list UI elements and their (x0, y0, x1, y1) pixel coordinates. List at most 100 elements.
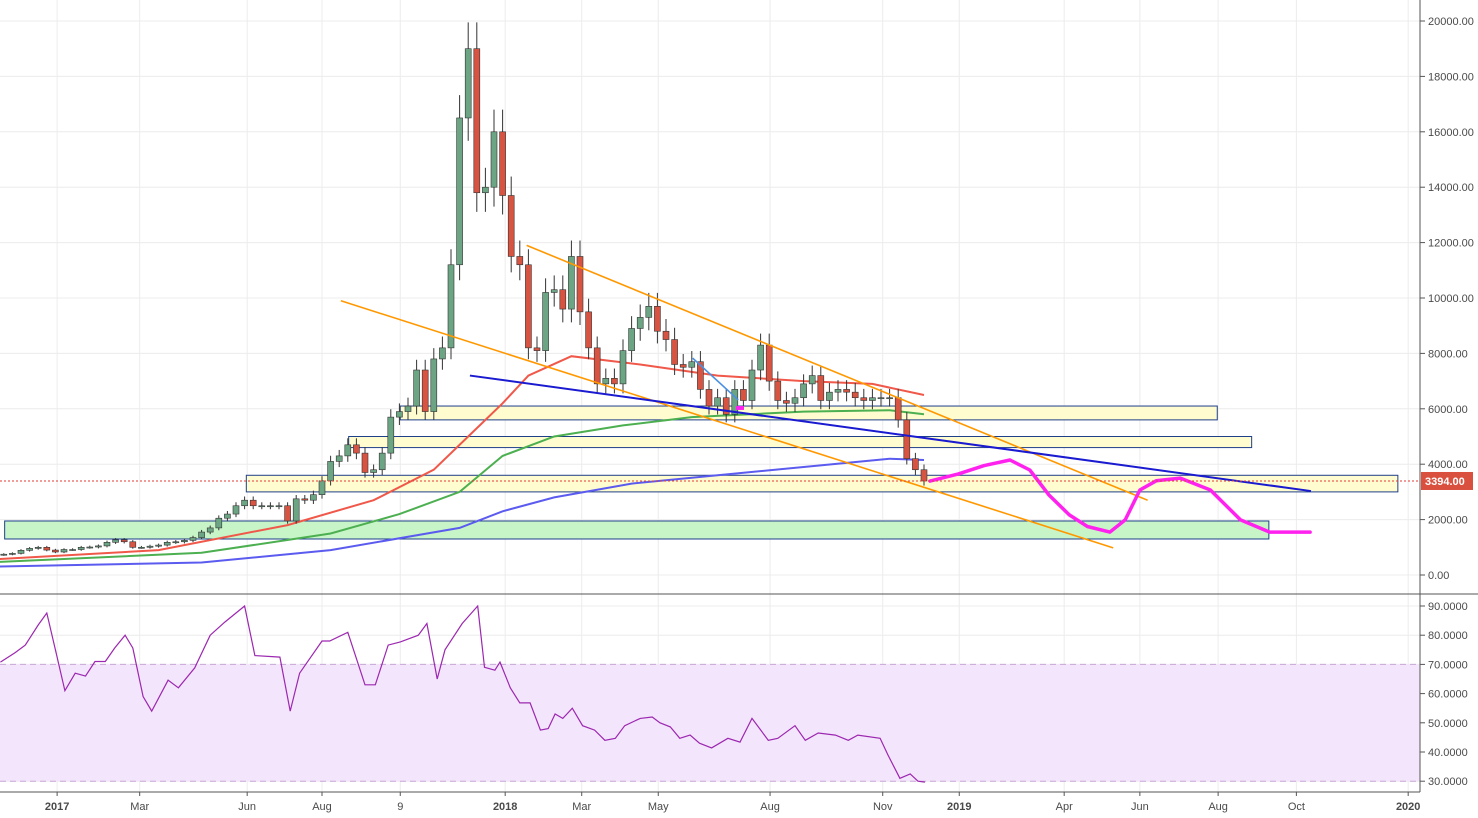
time-tick-label: Mar (572, 801, 591, 813)
candle-down (654, 306, 661, 332)
candle-down (783, 400, 790, 404)
candle-down (559, 289, 567, 310)
candle-up (378, 452, 386, 471)
rsi-tick-label: 70.0000 (1428, 659, 1468, 671)
candle-up (791, 397, 799, 404)
candle-down (679, 364, 687, 368)
candle-down (249, 499, 257, 507)
time-tick-label: 2019 (947, 801, 971, 813)
rsi-tick-label: 30.0000 (1428, 776, 1468, 788)
candle-up (800, 383, 807, 399)
candle-down (903, 419, 911, 459)
candle-up (456, 117, 463, 266)
candle-up (404, 405, 412, 412)
zone-yellow-4800 (348, 436, 1253, 449)
candle-up (568, 256, 575, 310)
candle-up (877, 397, 885, 400)
rsi-tick-label: 60.0000 (1428, 689, 1468, 701)
ma-blue (0, 457, 925, 568)
candle-up (34, 546, 42, 549)
candle-up (181, 540, 188, 543)
candle-up (138, 546, 145, 549)
candle-up (731, 389, 739, 415)
candle-up (482, 186, 489, 194)
candle-down (43, 546, 51, 551)
price-tick-label: 16000.00 (1428, 127, 1474, 139)
candle-down (912, 458, 919, 471)
candle-up (112, 539, 119, 543)
candle-down (774, 380, 782, 401)
candle-down (662, 330, 670, 340)
candle-up (0, 553, 8, 556)
candle-up (808, 375, 816, 385)
candle-up (645, 306, 653, 318)
candle-up (688, 361, 696, 368)
price-tick-label: 18000.00 (1428, 71, 1474, 83)
last-price-label: 3394.00 (1425, 476, 1465, 488)
last-price: 3394.00 (0, 471, 1473, 490)
candle-down (284, 505, 291, 522)
time-tick-label: May (648, 801, 669, 813)
candle-down (585, 311, 592, 349)
price-tick-label: 4000.00 (1428, 459, 1468, 471)
candle-up (224, 513, 231, 519)
candle-down (421, 369, 429, 412)
price-tick-label: 14000.00 (1428, 182, 1474, 194)
candle-up (834, 389, 842, 393)
price-tick-label: 12000.00 (1428, 238, 1474, 250)
candle-down (576, 256, 584, 313)
candle-up (826, 391, 833, 401)
ma-red (0, 355, 925, 561)
price-tick-label: 10000.00 (1428, 293, 1474, 305)
candle-up (146, 545, 154, 548)
time-tick-label: Aug (312, 801, 332, 813)
candle-up (267, 505, 274, 508)
time-tick-label: Apr (1056, 801, 1073, 813)
rsi-tick-label: 40.0000 (1428, 747, 1468, 759)
zone-yellow-6000 (399, 405, 1218, 421)
candle-down (851, 391, 859, 399)
candles (0, 22, 928, 556)
candle-down (697, 361, 704, 390)
candle-up (163, 542, 171, 546)
time-tick-label: Jun (1131, 801, 1149, 813)
candle-up (77, 546, 85, 550)
candle-up (318, 480, 326, 495)
candle-up (636, 317, 644, 329)
candle-down (894, 397, 902, 421)
candle-down (361, 452, 369, 473)
candle-up (757, 344, 764, 371)
rsi-tick-label: 80.0000 (1428, 630, 1468, 642)
candle-up (232, 505, 240, 515)
time-tick-label: 2020 (1396, 801, 1420, 813)
candle-up (869, 397, 876, 401)
candle-up (241, 499, 248, 507)
projection-path (928, 458, 1312, 534)
candle-down (671, 339, 678, 365)
ma-green (0, 409, 925, 563)
candle-down (817, 375, 825, 401)
candle-up (748, 369, 756, 401)
candle-up (714, 397, 721, 407)
orange-upper-trendline (526, 244, 1148, 501)
candle-up (439, 347, 446, 360)
time-tick-label: Jun (238, 801, 256, 813)
candle-down (740, 389, 747, 401)
time-tick-label: Mar (130, 801, 149, 813)
candle-up (344, 444, 352, 457)
candle-up (292, 498, 300, 522)
blue-trendline (469, 374, 1312, 493)
candle-up (258, 505, 266, 508)
candle-up (396, 411, 403, 418)
candle-up (17, 550, 25, 554)
zone-yellow-3300 (245, 474, 1399, 493)
candle-up (542, 292, 549, 351)
time-tick-label: Nov (873, 801, 893, 813)
rsi-tick-label: 50.0000 (1428, 718, 1468, 730)
support-zones (4, 405, 1399, 540)
candle-down (516, 256, 524, 266)
candle-up (886, 397, 893, 400)
candle-up (155, 544, 162, 547)
candle-up (413, 369, 420, 407)
